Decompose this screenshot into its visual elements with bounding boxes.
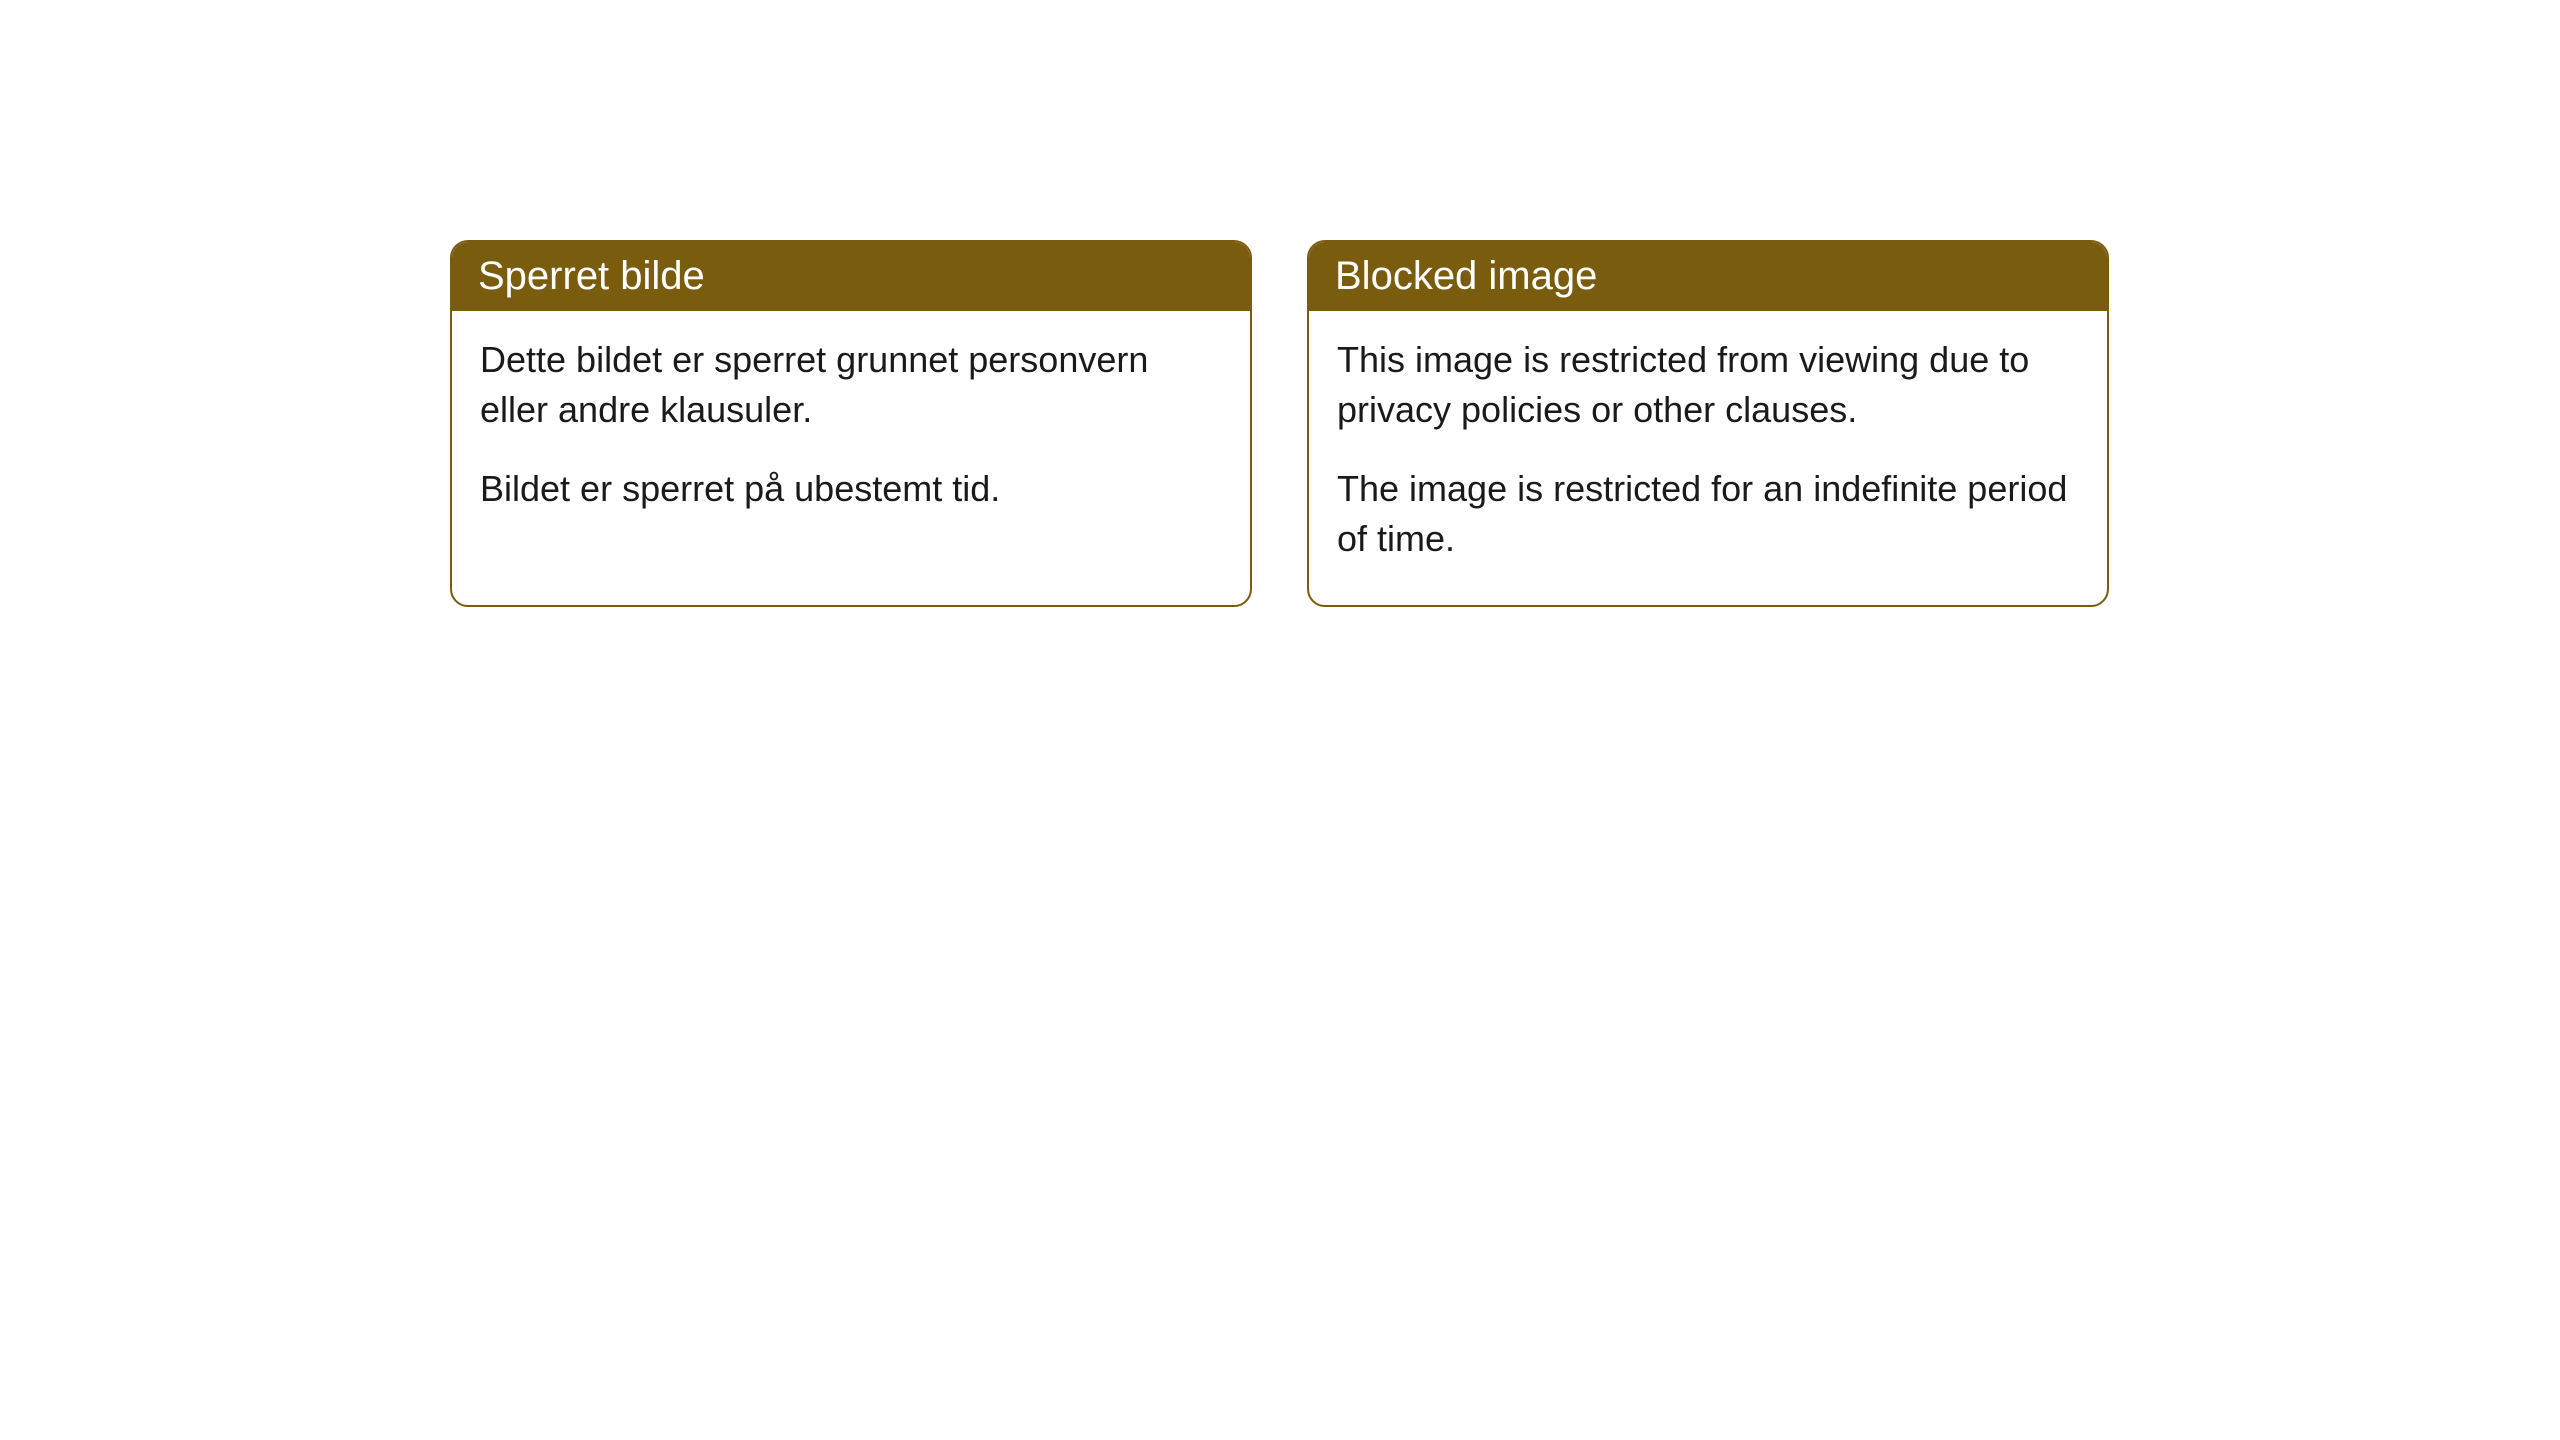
card-header-norwegian: Sperret bilde <box>452 242 1250 311</box>
card-paragraph-2-english: The image is restricted for an indefinit… <box>1337 464 2079 565</box>
card-norwegian: Sperret bilde Dette bildet er sperret gr… <box>450 240 1252 607</box>
card-paragraph-2-norwegian: Bildet er sperret på ubestemt tid. <box>480 464 1222 514</box>
card-header-english: Blocked image <box>1309 242 2107 311</box>
card-body-english: This image is restricted from viewing du… <box>1309 311 2107 605</box>
card-english: Blocked image This image is restricted f… <box>1307 240 2109 607</box>
cards-container: Sperret bilde Dette bildet er sperret gr… <box>450 240 2109 607</box>
card-paragraph-1-norwegian: Dette bildet er sperret grunnet personve… <box>480 335 1222 436</box>
card-title-english: Blocked image <box>1335 254 1597 298</box>
card-title-norwegian: Sperret bilde <box>478 254 705 298</box>
card-body-norwegian: Dette bildet er sperret grunnet personve… <box>452 311 1250 554</box>
card-paragraph-1-english: This image is restricted from viewing du… <box>1337 335 2079 436</box>
